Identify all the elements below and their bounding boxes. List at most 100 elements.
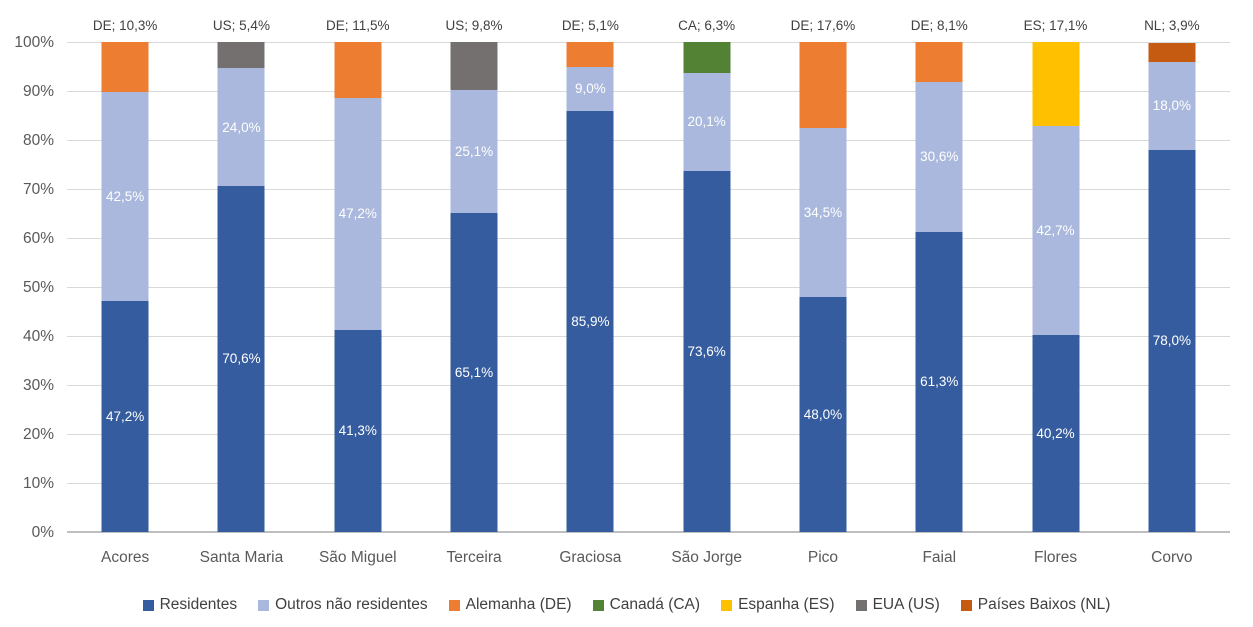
category-label: Flores (1034, 549, 1078, 566)
legend-swatch-icon (855, 599, 867, 611)
bar-segment-Alemanha (DE) (334, 42, 382, 99)
bar-segment-Residentes: 61,3% (915, 231, 963, 532)
gridline-50 (67, 286, 1230, 288)
bar-Graciosa: 85,9% 9,0% (566, 42, 614, 532)
category-axis: Acores Santa Maria São Miguel Terceira Graci… (67, 547, 1230, 569)
segment-value-label: 42,7% (1036, 222, 1075, 238)
bar-top-label: ES; 17,1% (1023, 18, 1088, 33)
bar-segment-Outros não residentes: 18,0% (1148, 61, 1196, 150)
bar-group-Terceira: 65,1% 25,1% US; 9,8% (416, 18, 532, 532)
bar-Terceira: 65,1% 25,1% (450, 42, 498, 532)
gridline-20 (67, 433, 1230, 435)
bar-top-label: DE; 8,1% (910, 18, 968, 33)
bar-segment-Residentes: 70,6% (217, 186, 265, 532)
y-axis-tick-label: 60% (22, 229, 54, 247)
bar-segment-Países Baixos (NL) (1148, 42, 1196, 62)
bar-group-Santa Maria: 70,6% 24,0% US; 5,4% (183, 18, 299, 532)
segment-value-label: 20,1% (687, 114, 726, 130)
legend-label: Espanha (ES) (738, 596, 835, 614)
y-axis-tick-label: 90% (22, 82, 54, 100)
bar-group-São Miguel: 41,3% 47,2% DE; 11,5% (300, 18, 416, 532)
category-label: Acores (101, 549, 150, 566)
legend-item-Países Baixos (NL): Países Baixos (NL) (960, 597, 1110, 613)
bar-group-Corvo: 78,0% 18,0% NL; 3,9% (1114, 18, 1230, 532)
category-label: Corvo (1151, 549, 1193, 566)
segment-value-label: 24,0% (222, 119, 261, 135)
bar-segment-Residentes: 85,9% (566, 111, 614, 532)
segment-value-label: 73,6% (687, 343, 726, 359)
gridline-60 (67, 237, 1230, 239)
bar-segment-Alemanha (DE) (566, 42, 614, 67)
legend-item-Alemanha (DE): Alemanha (DE) (448, 597, 572, 613)
legend-label: Canadá (CA) (609, 596, 701, 614)
bar-Acores: 47,2% 42,5% (101, 42, 149, 532)
bar-segment-Residentes: 48,0% (799, 296, 847, 532)
bar-group-Flores: 40,2% 42,7% ES; 17,1% (997, 18, 1113, 532)
category-label: Faial (922, 549, 957, 566)
bar-Pico: 48,0% 34,5% (799, 41, 847, 532)
bar-segment-Outros não residentes: 42,7% (1032, 125, 1080, 336)
gridline-70 (67, 188, 1230, 190)
segment-value-label: 34,5% (803, 204, 843, 220)
legend-label: Residentes (159, 596, 238, 614)
bar-segment-Outros não residentes: 25,1% (450, 90, 498, 214)
segment-value-label: 85,9% (571, 313, 610, 329)
segment-value-label: 40,2% (1036, 425, 1075, 441)
bar-group-São Jorge: 73,6% 20,1% CA; 6,3% (649, 18, 765, 532)
category-label: Pico (807, 549, 839, 566)
segment-value-label: 48,0% (803, 406, 843, 422)
bar-group-Faial: 61,3% 30,6% DE; 8,1% (881, 18, 997, 532)
plot-area: 0% 10% 20% 30% 40% 50% 60% 70% 80% 90% 100% 47,2% 42… (14, 18, 1230, 539)
bar-top-label: DE; 11,5% (325, 18, 390, 33)
bar-segment-Outros não residentes: 34,5% (799, 127, 847, 297)
bar-segment-Residentes: 40,2% (1032, 335, 1080, 532)
legend-item-Canadá (CA): Canadá (CA) (592, 596, 701, 614)
gridline-30 (67, 384, 1230, 386)
bar-top-label: DE; 10,3% (92, 18, 158, 33)
bar-Flores: 40,2% 42,7% (1032, 42, 1080, 532)
gridline-100 (67, 41, 1230, 43)
bar-top-label: US; 9,8% (445, 18, 503, 33)
bar-São Jorge: 73,6% 20,1% (683, 42, 731, 532)
bar-top-label: CA; 6,3% (678, 18, 736, 33)
bar-segment-Alemanha (DE) (101, 42, 149, 93)
legend-item-Espanha (ES): Espanha (ES) (721, 597, 835, 613)
category-label: Graciosa (559, 549, 622, 566)
segment-value-label: 47,2% (106, 408, 145, 424)
legend-swatch-icon (142, 599, 154, 611)
legend-swatch-icon (258, 599, 270, 611)
category-label: São Miguel (318, 549, 397, 566)
legend-item-Outros não residentes: Outros não residentes (258, 597, 428, 613)
segment-value-label: 30,6% (920, 148, 959, 164)
legend-item-EUA (US): EUA (US) (855, 597, 940, 613)
segment-value-label: 61,3% (920, 374, 959, 390)
legend-swatch-icon (592, 599, 604, 611)
bar-segment-Outros não residentes: 20,1% (683, 72, 731, 172)
legend-swatch-icon (448, 599, 460, 611)
bar-group-Acores: 47,2% 42,5% DE; 10,3% (67, 18, 183, 532)
category-label: São Jorge (671, 549, 742, 566)
bar-segment-Residentes: 65,1% (450, 213, 498, 532)
bar-segment-Residentes: 73,6% (683, 171, 731, 532)
segment-value-label: 41,3% (338, 423, 377, 439)
bar-segment-Outros não residentes: 9,0% (566, 67, 614, 112)
category-label: Santa Maria (199, 549, 284, 566)
bar-segment-EUA (US) (450, 42, 498, 91)
bar-segment-Residentes: 47,2% (101, 300, 149, 532)
bar-segment-Outros não residentes: 42,5% (101, 92, 149, 301)
bar-segment-Espanha (ES) (1032, 42, 1080, 126)
segment-value-label: 47,2% (338, 206, 377, 222)
y-axis-tick-label: 80% (22, 131, 54, 149)
y-axis-tick-label: 10% (22, 474, 54, 492)
bar-segment-Alemanha (DE) (799, 41, 847, 128)
legend-swatch-icon (721, 599, 733, 611)
bar-São Miguel: 41,3% 47,2% (334, 42, 382, 532)
segment-value-label: 42,5% (106, 188, 145, 204)
legend-item-Residentes: Residentes (142, 596, 238, 614)
segment-value-label: 18,0% (1152, 97, 1191, 113)
legend-swatch-icon (960, 599, 972, 611)
segment-value-label: 9,0% (574, 81, 606, 97)
category-label: Terceira (446, 549, 502, 566)
legend-label: Outros não residentes (275, 596, 428, 614)
